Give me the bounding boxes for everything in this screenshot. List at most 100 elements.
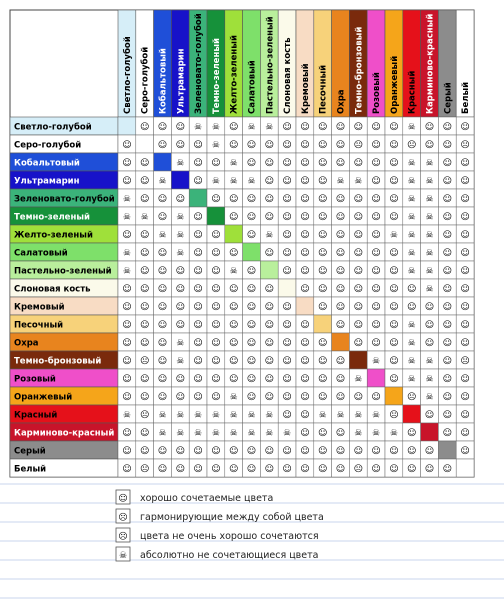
smiley-icon: ☺ [318,158,327,169]
smiley-icon: ☺ [318,230,327,241]
skull-icon: ☠ [123,195,131,205]
smiley-icon: ☺ [443,284,452,295]
smiley-icon: ☺ [211,464,220,475]
smiley-icon: ☺ [140,428,149,439]
smiley-icon: ☺ [336,212,345,223]
skull-icon: ☠ [212,411,220,421]
smiley-icon: ☺ [371,284,380,295]
smiley-icon: ☺ [122,464,131,475]
row-header-label: Карминово-красный [14,429,114,439]
smiley-icon: ☺ [265,464,274,475]
skull-icon: ☠ [176,159,184,169]
smiley-icon: ☺ [247,212,256,223]
skull-icon: ☠ [230,177,238,187]
smiley-icon: ☺ [211,230,220,241]
diagonal-color-cell [153,152,172,172]
smiley-icon: ☺ [140,374,149,385]
skull-icon: ☠ [408,249,416,259]
smiley-icon: ☺ [443,356,452,367]
smiley-icon: ☺ [265,194,274,205]
smiley-icon: ☺ [300,158,309,169]
smiley-icon: ☺ [247,284,256,295]
diagonal-color-cell [277,278,297,298]
diagonal-color-cell [384,386,404,406]
smiley-icon: ☺ [247,392,256,403]
smiley-icon: ☺ [425,122,434,133]
smiley-icon: ☺ [300,410,309,421]
skull-icon: ☠ [408,267,416,277]
smiley-icon: ☺ [371,176,380,187]
skull-icon: ☠ [336,411,344,421]
smiley-icon: ☺ [282,302,291,313]
smiley-icon: ☺ [336,302,345,313]
skull-icon: ☠ [176,339,184,349]
skull-icon: ☠ [354,177,362,187]
smiley-icon: ☺ [336,356,345,367]
smiley-icon: ☺ [389,158,398,169]
smiley-icon: ☺ [211,284,220,295]
diagonal-color-cell [331,332,350,352]
smiley-icon: ☺ [193,302,202,313]
smiley-icon: ☺ [407,446,416,457]
smiley-icon: ☺ [176,374,185,385]
smiley-icon: ☺ [176,320,185,331]
smiley-icon: ☺ [247,158,256,169]
smiley-icon: ☺ [282,248,291,259]
smiley-icon: ☺ [193,212,202,223]
smiley-icon: ☺ [247,338,256,349]
column-header-label: Розовый [372,72,382,114]
column-header-label: Белый [461,82,471,114]
skull-icon: ☠ [408,357,416,367]
smiley-icon: ☺ [158,446,167,457]
skull-icon: ☠ [408,123,416,133]
smiley-icon: ☺ [193,374,202,385]
smiley-icon: ☺ [300,338,309,349]
neutral-face-icon: ☹ [140,410,149,421]
smiley-icon: ☺ [193,356,202,367]
skull-icon: ☠ [194,411,202,421]
smiley-icon: ☺ [318,122,327,133]
legend-text: хорошо сочетаемые цвета [140,493,273,504]
smiley-icon: ☺ [300,284,309,295]
smiley-icon: ☺ [389,194,398,205]
skull-icon: ☠ [425,213,433,223]
smiley-icon: ☺ [193,284,202,295]
smiley-icon: ☺ [336,428,345,439]
skull-icon: ☠ [408,213,416,223]
skull-icon: ☠ [354,411,362,421]
smiley-icon: ☺ [389,338,398,349]
smiley-icon: ☺ [389,248,398,259]
smiley-icon: ☺ [158,392,167,403]
legend-symbol-box [115,489,131,505]
column-header-label: Серо-голубой [140,47,151,114]
smiley-icon: ☺ [193,230,202,241]
smiley-icon: ☺ [282,230,291,241]
skull-icon: ☠ [408,339,416,349]
smiley-icon: ☺ [389,284,398,295]
smiley-icon: ☺ [211,446,220,457]
smiley-icon: ☺ [282,212,291,223]
smiley-icon: ☺ [158,320,167,331]
smiley-icon: ☺ [282,158,291,169]
smiley-icon: ☺ [122,338,131,349]
skull-icon: ☠ [194,123,202,133]
skull-icon: ☠ [408,321,416,331]
smiley-icon: ☺ [460,266,469,277]
smiley-icon: ☺ [265,212,274,223]
smiley-icon: ☺ [336,158,345,169]
skull-icon: ☠ [158,231,166,241]
smiley-icon: ☺ [193,338,202,349]
skull-icon: ☠ [123,249,131,259]
skull-icon: ☠ [372,429,380,439]
smiley-icon: ☺ [336,374,345,385]
smiley-icon: ☺ [122,428,131,439]
smiley-icon: ☺ [247,320,256,331]
skull-icon: ☠ [425,285,433,295]
smiley-icon: ☺ [140,158,149,169]
smiley-icon: ☺ [371,248,380,259]
smiley-icon: ☺ [282,320,291,331]
column-header-label: Оранжевый [390,56,400,114]
smiley-icon: ☺ [211,392,220,403]
smiley-icon: ☺ [336,464,345,475]
